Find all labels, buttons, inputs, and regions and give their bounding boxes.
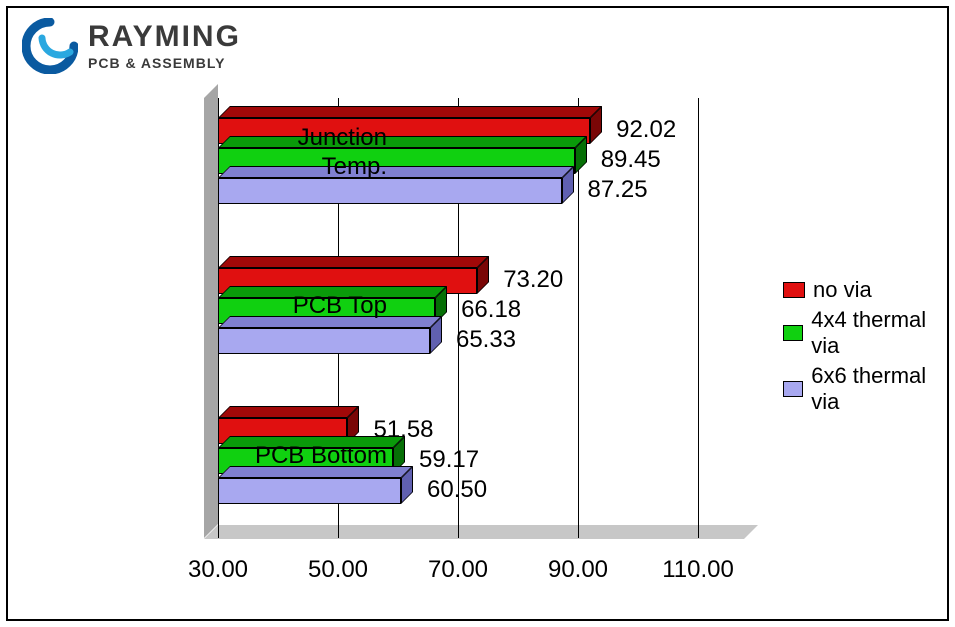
chart-frame: RAYMING PCB & ASSEMBLY JunctionTemp. PCB … [6,6,949,621]
category-label: PCB Bottom [207,442,387,471]
category-label: PCB Top [207,292,387,321]
legend-label: 6x6 thermal via [811,363,947,415]
logo-title: RAYMING [88,22,241,52]
logo: RAYMING PCB & ASSEMBLY [22,18,241,74]
value-label: 92.02 [616,116,676,144]
legend: no via 4x4 thermal via6x6 thermal via [783,273,947,419]
legend-label: no via [813,277,872,303]
legend-item: 4x4 thermal via [783,307,947,359]
x-tick-label: 50.00 [308,556,368,584]
value-label: 66.18 [461,296,521,324]
x-tick-label: 70.00 [428,556,488,584]
legend-swatch [783,381,803,397]
value-label: 87.25 [588,176,648,204]
axis-floor [204,525,758,539]
x-tick-label: 30.00 [188,556,248,584]
legend-label: 4x4 thermal via [811,307,947,359]
category-label: JunctionTemp. [207,124,387,182]
bar [218,478,401,504]
x-tick-label: 90.00 [548,556,608,584]
value-label: 73.20 [503,266,563,294]
value-label: 60.50 [427,476,487,504]
legend-item: 6x6 thermal via [783,363,947,415]
legend-swatch [783,325,803,341]
bar [218,178,562,204]
legend-swatch [783,282,805,298]
value-label: 59.17 [419,446,479,474]
legend-item: no via [783,277,947,303]
x-tick-label: 110.00 [662,556,734,584]
value-label: 89.45 [601,146,661,174]
value-label: 65.33 [456,326,516,354]
gridline [698,98,699,538]
logo-mark-icon [22,18,78,74]
logo-subtitle: PCB & ASSEMBLY [88,56,241,70]
bar [218,328,430,354]
value-label: 51.58 [373,416,433,444]
